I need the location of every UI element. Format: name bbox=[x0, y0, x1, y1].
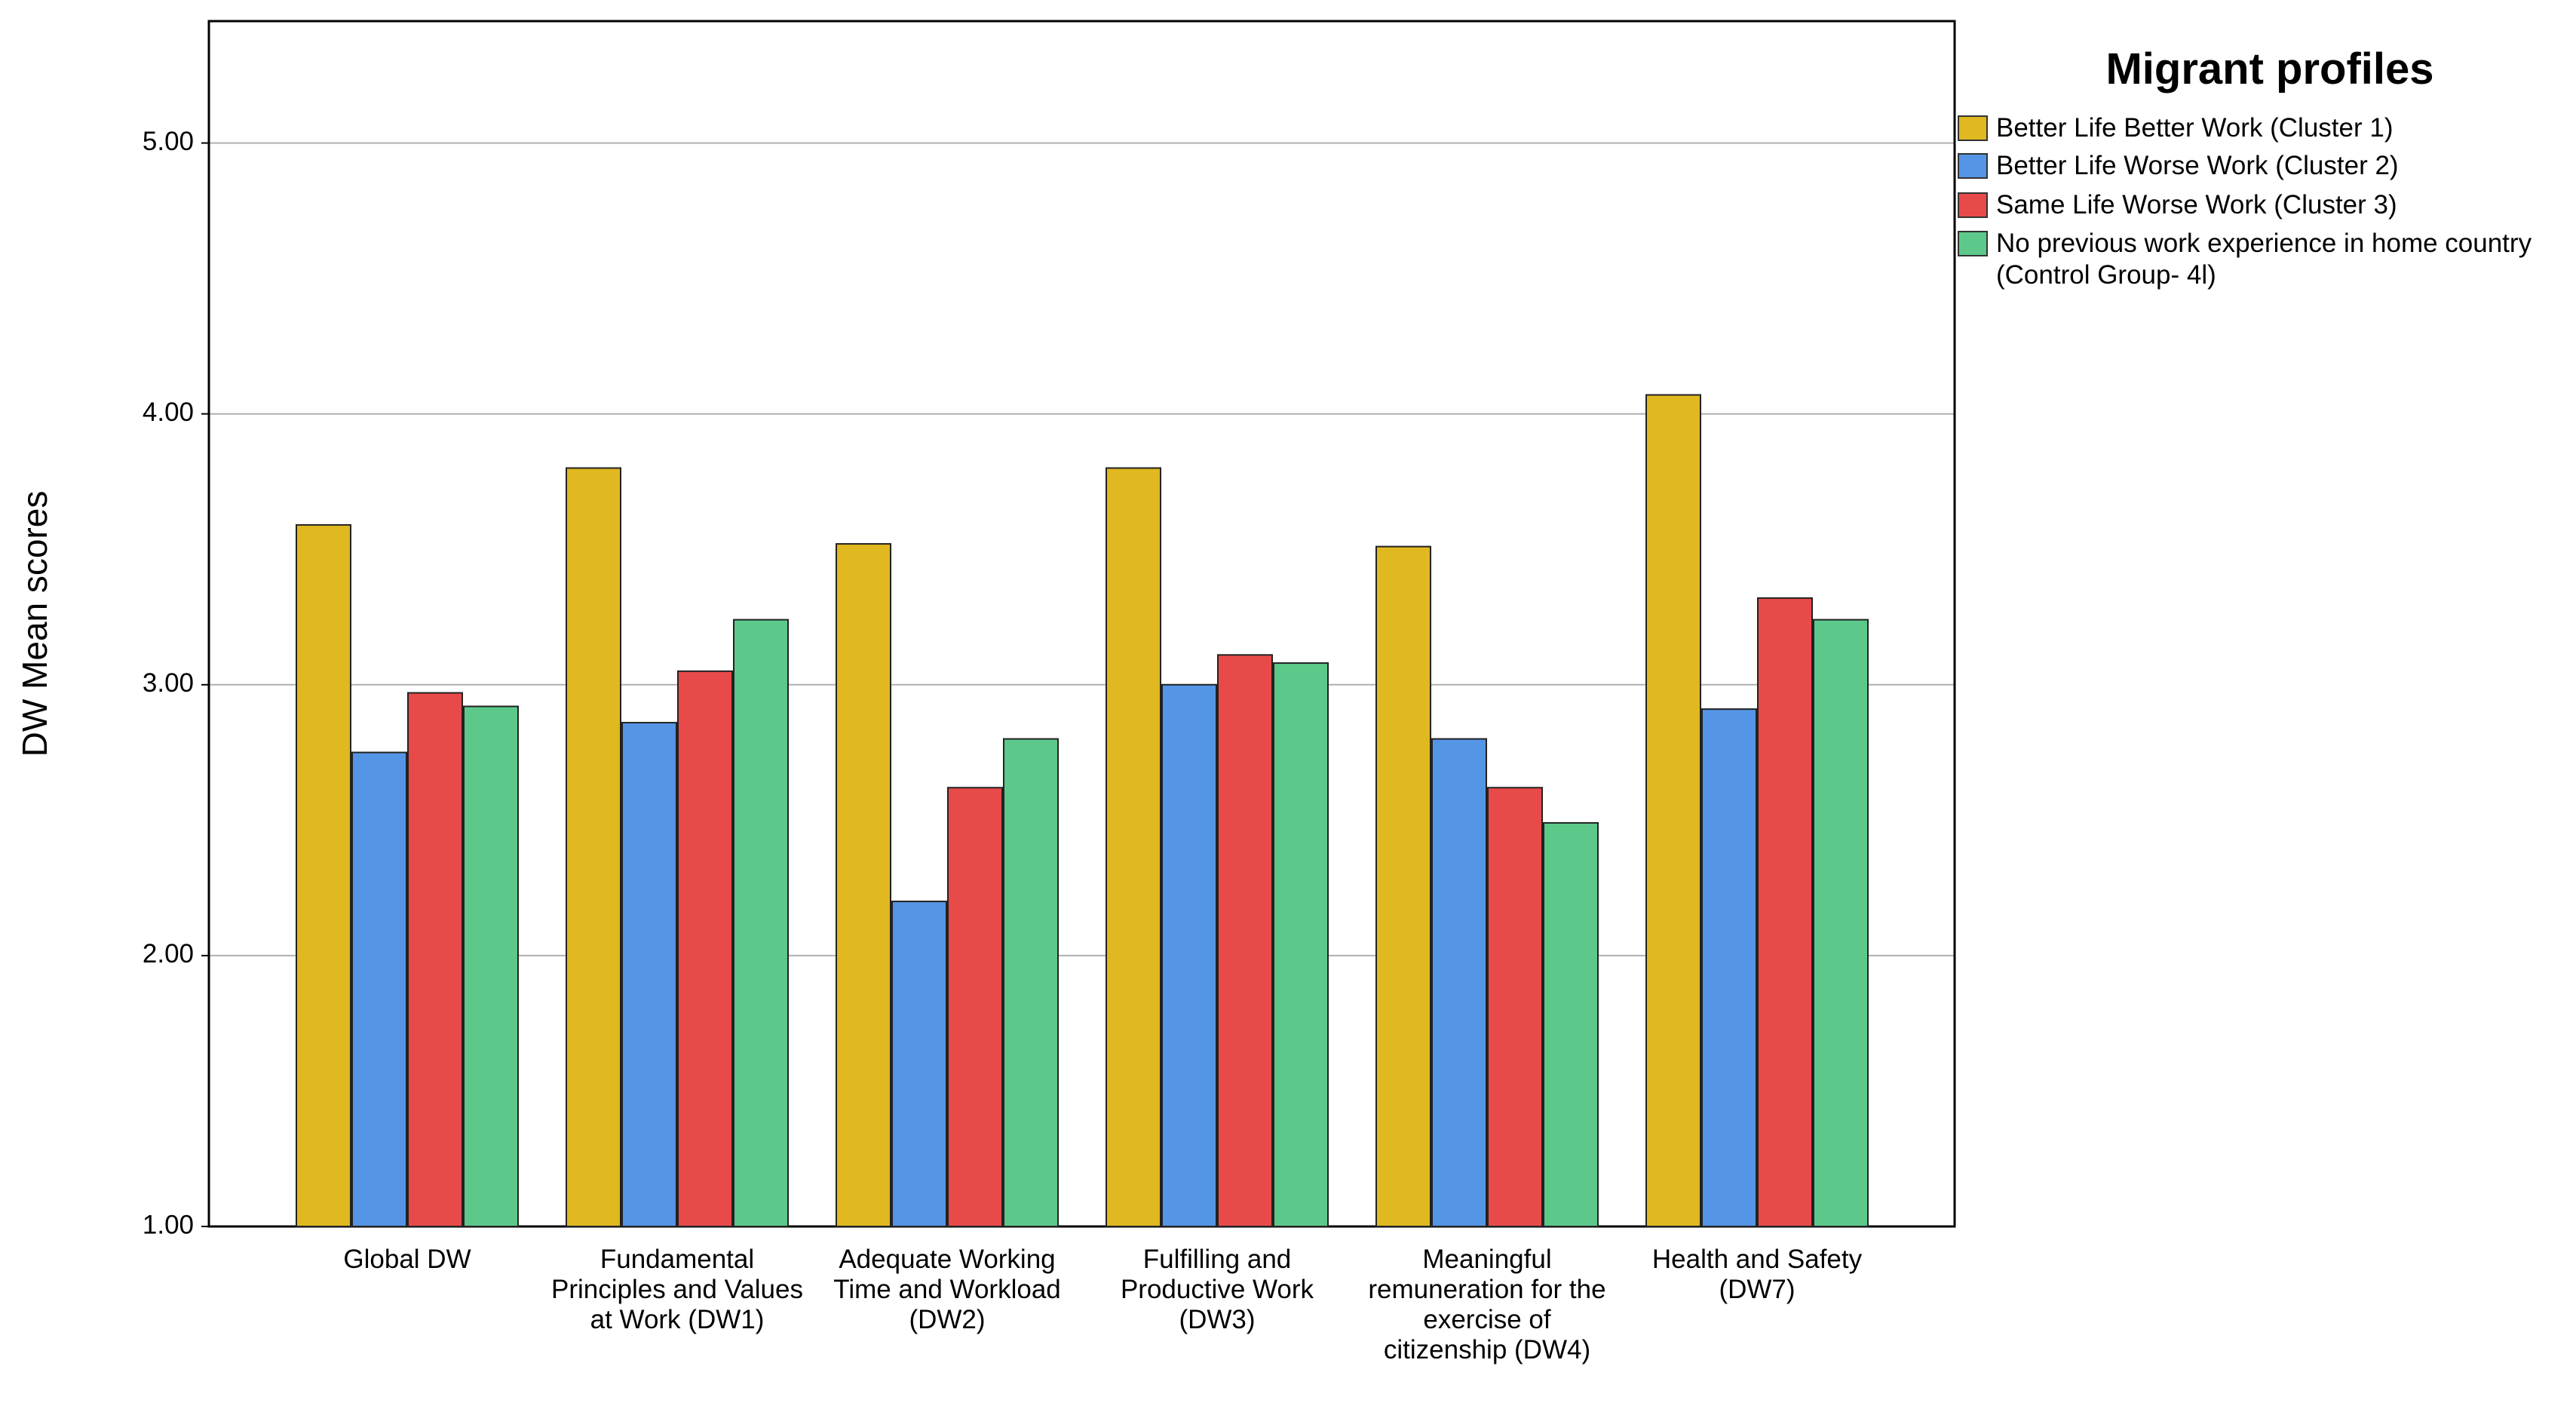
bar bbox=[733, 619, 789, 1227]
y-tick-label: 3.00 bbox=[143, 668, 194, 698]
x-tick-label: Meaningful remuneration for the exercise… bbox=[1368, 1245, 1606, 1364]
y-tick-label: 1.00 bbox=[143, 1210, 194, 1239]
bar bbox=[296, 523, 351, 1227]
bar bbox=[1813, 619, 1869, 1227]
plot-frame bbox=[207, 20, 1956, 1228]
bar bbox=[407, 692, 463, 1227]
bar bbox=[1645, 394, 1701, 1227]
legend-title: Migrant profiles bbox=[2105, 45, 2434, 94]
bar bbox=[1106, 467, 1161, 1227]
bar bbox=[1217, 654, 1273, 1227]
bar bbox=[351, 751, 407, 1227]
bar bbox=[1161, 683, 1217, 1227]
bar bbox=[1543, 821, 1599, 1227]
x-tick-label: Health and Safety (DW7) bbox=[1651, 1245, 1863, 1304]
bar bbox=[891, 901, 947, 1227]
legend-label: Better Life Better Work (Cluster 1) bbox=[1996, 113, 2394, 143]
bar bbox=[1375, 545, 1431, 1227]
x-tick-label: Adequate Working Time and Workload (DW2) bbox=[833, 1245, 1061, 1334]
bar bbox=[836, 543, 891, 1227]
bar bbox=[463, 705, 519, 1227]
legend-swatch bbox=[1958, 153, 1988, 179]
bar bbox=[1431, 738, 1487, 1227]
y-axis-label: DW Mean scores bbox=[15, 491, 54, 757]
x-tick-label: Fundamental Principles and Values at Wor… bbox=[551, 1245, 803, 1334]
y-tick-label: 4.00 bbox=[143, 398, 194, 427]
legend-swatch bbox=[1958, 115, 1988, 141]
legend-label: Better Life Worse Work (Cluster 2) bbox=[1996, 151, 2399, 180]
bar bbox=[1757, 597, 1813, 1227]
legend-swatch bbox=[1958, 231, 1988, 256]
bar bbox=[1273, 662, 1329, 1227]
bar bbox=[1003, 738, 1059, 1227]
legend-label: Same Life Worse Work (Cluster 3) bbox=[1996, 190, 2397, 219]
bar bbox=[677, 670, 733, 1227]
bar bbox=[947, 787, 1003, 1228]
x-tick-label: Global DW bbox=[343, 1245, 471, 1274]
bar bbox=[1487, 787, 1543, 1228]
bar bbox=[1701, 708, 1757, 1227]
legend-swatch bbox=[1958, 192, 1988, 218]
bar bbox=[566, 467, 621, 1227]
x-tick-label: Fulfilling and Productive Work (DW3) bbox=[1120, 1245, 1314, 1334]
legend-label: No previous work experience in home coun… bbox=[1996, 229, 2532, 290]
bar bbox=[621, 722, 677, 1227]
y-tick-label: 2.00 bbox=[143, 939, 194, 968]
y-tick-label: 5.00 bbox=[143, 127, 194, 156]
